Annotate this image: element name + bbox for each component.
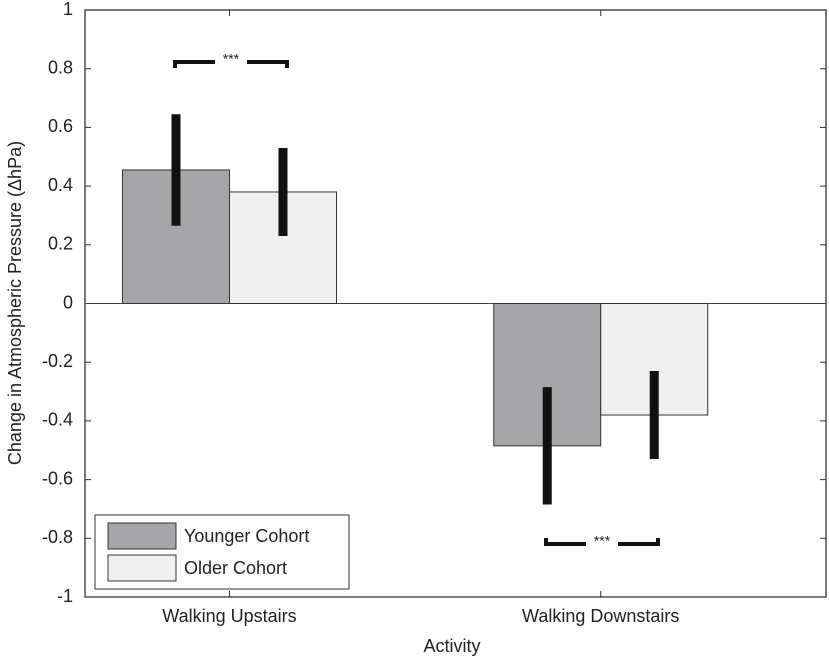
y-tick-label: -1 bbox=[57, 586, 73, 606]
legend-label: Younger Cohort bbox=[184, 526, 309, 546]
y-tick-label: 0.6 bbox=[48, 116, 73, 136]
y-tick-label: 0.8 bbox=[48, 57, 73, 77]
bracket bbox=[544, 538, 660, 546]
y-tick-label: 0.4 bbox=[48, 175, 73, 195]
y-axis-label: Change in Atmospheric Pressure (ΔhPa) bbox=[5, 141, 25, 465]
x-axis-label: Activity bbox=[423, 636, 480, 656]
legend-swatch bbox=[107, 554, 177, 582]
legend-label: Older Cohort bbox=[184, 558, 287, 578]
annotation: *** bbox=[223, 51, 240, 67]
x-tick-label: Walking Upstairs bbox=[162, 606, 296, 626]
y-tick-label: 0.2 bbox=[48, 234, 73, 254]
y-tick-label: -0.6 bbox=[42, 468, 73, 488]
y-tick-label: -0.4 bbox=[42, 410, 73, 430]
annotation: *** bbox=[594, 533, 611, 549]
y-tick-label: -0.8 bbox=[42, 527, 73, 547]
y-tick-label: 1 bbox=[63, 0, 73, 19]
bracket bbox=[173, 60, 289, 68]
legend-swatch bbox=[107, 522, 177, 550]
y-tick-label: 0 bbox=[63, 292, 73, 312]
x-tick-label: Walking Downstairs bbox=[522, 606, 679, 626]
y-tick-label: -0.2 bbox=[42, 351, 73, 371]
